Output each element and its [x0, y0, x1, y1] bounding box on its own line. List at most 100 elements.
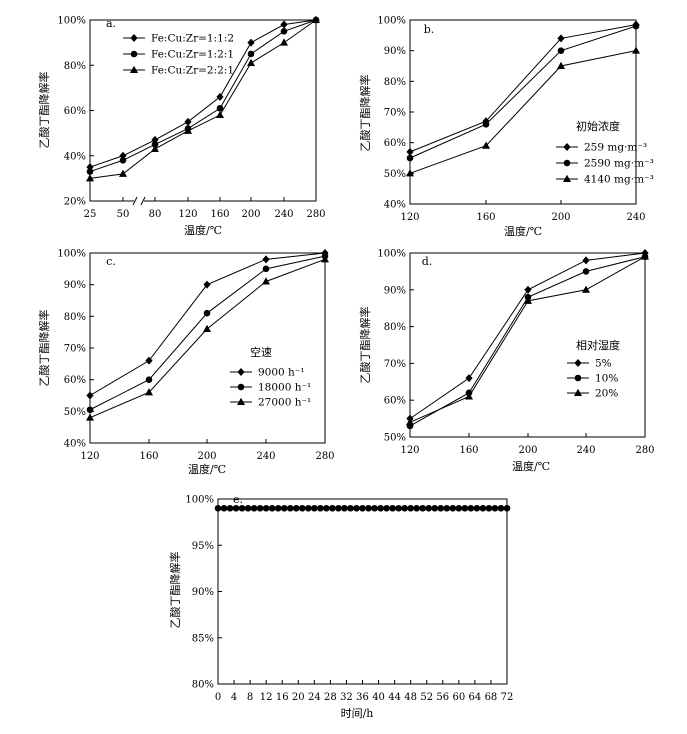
data-point: [119, 151, 127, 160]
data-point: [455, 504, 463, 512]
data-point: [395, 504, 402, 512]
y-tick-label: 80%: [64, 61, 86, 72]
data-point: [262, 277, 270, 285]
series-line: [89, 19, 317, 168]
data-point: [238, 504, 246, 512]
y-tick-label: 60%: [64, 106, 86, 117]
legend-entry: 259 mg·m⁻³: [584, 142, 647, 154]
y-tick-label: 50%: [384, 433, 406, 444]
x-tick-label: 24: [308, 692, 321, 703]
data-point: [247, 58, 255, 66]
data-point: [482, 120, 490, 128]
data-point: [232, 504, 240, 512]
data-point: [317, 504, 324, 512]
data-point: [482, 141, 490, 149]
y-tick-label: 90%: [192, 587, 214, 598]
data-point: [467, 504, 475, 512]
data-point: [119, 156, 127, 164]
data-point: [262, 504, 270, 512]
legend-entry: Fe:Cu:Zr=1:1:2: [151, 33, 234, 45]
data-point: [329, 504, 336, 512]
data-point: [262, 255, 270, 264]
x-tick-label: 200: [197, 451, 216, 462]
panel-label: d.: [422, 255, 433, 268]
axis-break-mark: [140, 196, 146, 206]
data-point: [262, 265, 270, 273]
data-point: [389, 504, 396, 512]
x-tick-label: 25: [84, 209, 97, 220]
legend-marker: [130, 34, 138, 42]
data-point: [323, 504, 330, 512]
legend-marker: [563, 143, 571, 151]
x-tick-label: 160: [459, 445, 478, 456]
data-point: [247, 38, 255, 47]
plot-frame: [217, 498, 508, 685]
x-axis-label: 温度/℃: [504, 224, 542, 238]
y-tick-label: 80%: [384, 77, 406, 88]
legend-entry: Fe:Cu:Zr=2:2:1: [151, 65, 234, 77]
x-axis-label: 温度/℃: [188, 462, 226, 476]
y-tick-label: 70%: [384, 108, 406, 119]
data-point: [641, 252, 649, 260]
data-point: [497, 504, 505, 512]
y-tick-label: 50%: [384, 169, 406, 180]
data-point: [365, 504, 372, 512]
data-point: [524, 285, 532, 294]
data-point: [406, 147, 414, 156]
data-point: [280, 28, 288, 35]
legend-entry: 20%: [595, 388, 618, 400]
y-tick-label: 95%: [192, 541, 214, 552]
data-point: [216, 104, 224, 112]
x-tick-label: 64: [469, 692, 482, 703]
legend-entry: 18000 h⁻¹: [258, 382, 311, 394]
y-tick-label: 40%: [384, 200, 406, 211]
data-point: [359, 504, 366, 512]
y-axis-label: 乙酸丁酯降解率: [358, 75, 372, 152]
series-line: [409, 24, 637, 153]
y-tick-label: 100%: [57, 249, 86, 260]
data-point: [145, 356, 153, 365]
data-point: [250, 504, 258, 512]
x-tick-label: 56: [436, 692, 449, 703]
data-point: [321, 255, 329, 263]
x-tick-label: 32: [340, 692, 353, 703]
legend-entry: 2590 mg·m⁻³: [584, 158, 654, 170]
x-tick-label: 72: [501, 692, 514, 703]
legend-title: 初始浓度: [576, 119, 620, 133]
data-point: [268, 504, 276, 512]
x-tick-label: 4: [231, 692, 237, 703]
legend: Fe:Cu:Zr=1:1:2 Fe:Cu:Zr=1:2:1 Fe:Cu:Zr=2:2…: [123, 33, 234, 77]
x-tick-label: 240: [576, 445, 595, 456]
y-axis-label: 乙酸丁酯降解率: [358, 307, 372, 384]
data-point: [582, 268, 590, 275]
legend-marker: [574, 359, 582, 367]
data-point: [86, 163, 94, 172]
legend-marker: [237, 383, 245, 391]
data-point: [274, 504, 282, 512]
data-point: [86, 413, 94, 421]
y-tick-label: 90%: [64, 280, 86, 291]
legend-entry: 10%: [595, 373, 618, 385]
x-tick-label: 240: [274, 209, 293, 220]
data-point: [557, 61, 565, 69]
series-line: [89, 19, 317, 173]
data-point: [461, 504, 469, 512]
x-tick-label: 200: [518, 445, 537, 456]
data-point: [473, 504, 481, 512]
x-tick-label: 80: [149, 209, 162, 220]
y-tick-label: 100%: [377, 249, 406, 260]
y-tick-label: 70%: [384, 359, 406, 370]
x-tick-label: 44: [388, 692, 401, 703]
data-point: [86, 174, 94, 182]
legend-entry: Fe:Cu:Zr=1:2:1: [151, 49, 234, 61]
axis-break-gap: [134, 196, 144, 206]
legend-marker: [130, 65, 138, 73]
legend-entry: 9000 h⁻¹: [258, 367, 305, 379]
data-point: [431, 504, 439, 512]
x-tick-label: 12: [260, 692, 273, 703]
x-tick-label: 120: [80, 451, 99, 462]
data-point: [247, 50, 255, 58]
data-point: [582, 285, 590, 293]
x-tick-label: 40: [372, 692, 385, 703]
data-point: [524, 296, 532, 304]
